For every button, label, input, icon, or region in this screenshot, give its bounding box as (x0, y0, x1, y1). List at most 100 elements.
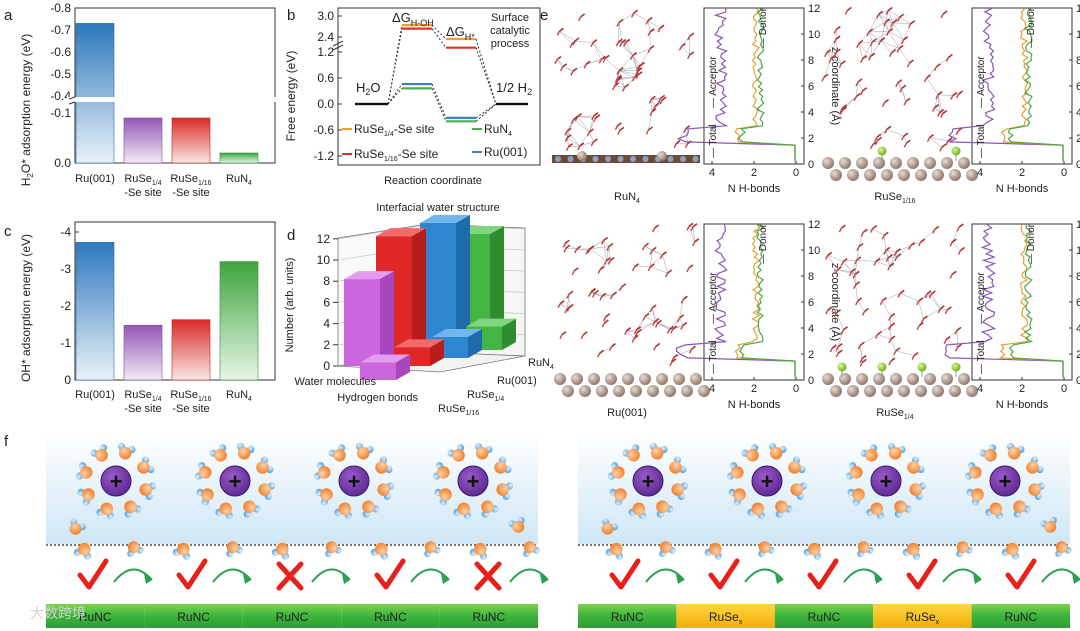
e-ru-atom (907, 373, 919, 385)
e-water-molecule (688, 348, 693, 354)
e-water-molecule (577, 145, 581, 151)
e-hbond-line (617, 125, 621, 131)
panel-d-hbond-bar-side (396, 354, 410, 380)
e-water-molecule (657, 319, 663, 325)
e-water-molecule (860, 58, 864, 63)
panel-d-labels: Water molecules Hydrogen bonds RuSe1/16RuS… (294, 357, 554, 417)
e-hbond-line (577, 115, 594, 117)
e-water-molecule (890, 312, 896, 318)
f-oxygen-atom (219, 502, 233, 516)
e-water-molecule (650, 95, 656, 100)
e-water-molecule (615, 79, 619, 85)
e-water-molecule (901, 84, 907, 89)
e-ru-atom (577, 151, 587, 161)
e-water-molecule (560, 66, 564, 72)
e-hbond-line (855, 284, 858, 302)
f-surface-label: RuNC (472, 610, 505, 624)
e-water-molecule (854, 270, 860, 275)
e-hbond-line (619, 70, 635, 78)
e-ru-atom (932, 169, 944, 181)
panel-c-ylabel: OH* adsorption energy (eV) (19, 234, 33, 382)
e-water-molecule (903, 100, 907, 106)
e-water-molecule (886, 31, 890, 36)
e-water-molecule (885, 18, 891, 23)
e-water-molecule (878, 10, 884, 16)
e-water-molecule (621, 283, 627, 288)
f-oxygen-atom (671, 483, 685, 496)
e-water-molecule (876, 133, 882, 138)
e-water-molecule (897, 16, 901, 22)
e-water-molecule (637, 328, 643, 334)
f-oxygen-atom (1055, 541, 1068, 554)
e-water-molecule (935, 94, 939, 100)
e-hbond-line (590, 292, 602, 297)
e-water-molecule (853, 284, 857, 290)
e-water-molecule (664, 272, 669, 278)
e-water-molecule (940, 113, 944, 118)
panel-c-xlabel-line2: -Se site (124, 403, 161, 415)
panel-c-tick-label: -4 (60, 225, 71, 239)
f-water-molecule (69, 518, 86, 535)
e-water-molecule (590, 289, 596, 294)
e-structure-label: RuSe1/4 (876, 407, 913, 421)
e-hbond-line (868, 31, 873, 43)
e-ytick-label: 8 (808, 55, 814, 67)
f-oxygen-atom (79, 466, 93, 479)
e-ru-atom (613, 385, 625, 397)
e-ru-atom (830, 385, 842, 397)
e-water-molecule (884, 128, 888, 134)
e-water-molecule (842, 106, 848, 111)
e-ru-atom (605, 373, 617, 385)
e-water-molecule (939, 305, 945, 310)
e-xtick-label: 2 (1019, 167, 1025, 179)
e-water-molecule (649, 307, 653, 313)
e-water-molecule (945, 57, 949, 62)
e-water-molecule (888, 360, 892, 366)
e-water-molecule (692, 223, 698, 228)
e-hbond-line (888, 31, 904, 40)
e-hbond-line (566, 131, 581, 147)
e-water-molecule (895, 82, 899, 88)
e-water-molecule (874, 136, 878, 142)
f-arrow-head (775, 574, 783, 584)
f-oxygen-atom (656, 500, 669, 514)
e-water-molecule (590, 141, 594, 147)
panel-a-axis-break (67, 97, 283, 102)
e-hbond-line (650, 266, 668, 274)
f-oxygen-atom (730, 466, 744, 479)
e-water-molecule (644, 242, 650, 247)
e-hbond-line (560, 303, 570, 308)
e-water-molecule (833, 312, 838, 318)
panel-a-tick-label: -0.1 (50, 106, 71, 120)
e-water-molecule (639, 61, 645, 67)
e-water-molecule (658, 98, 662, 103)
e-water-molecule (937, 91, 943, 96)
f-arrow-head (973, 574, 981, 584)
f-water-molecule (523, 541, 540, 558)
f-water-molecule (328, 444, 346, 462)
panel-a-ylabel: H2O* adsorption energy (eV) (19, 34, 35, 187)
e-water-molecule (942, 110, 948, 115)
e-hbond-line (626, 329, 637, 331)
e-water-molecule (951, 270, 957, 275)
e-hbond-line (886, 128, 904, 137)
f-surface-segment (578, 604, 677, 628)
e-water-molecule (833, 29, 837, 34)
e-water-molecule (894, 256, 898, 262)
e-xtick-label: 2 (751, 383, 757, 395)
e-water-molecule (926, 74, 932, 79)
e-water-molecule (603, 236, 609, 242)
f-oxygen-atom (356, 446, 370, 460)
panel-c-bars (75, 242, 259, 381)
e-hbond-line (931, 293, 941, 310)
e-water-molecule (682, 321, 688, 327)
e-water-molecule (649, 111, 653, 117)
f-surface-segment (873, 604, 972, 628)
f-arrow-head (441, 574, 449, 584)
panel-c-tick-label: -1 (60, 336, 71, 350)
e-hbond-line (592, 42, 606, 59)
e-water-molecule (625, 38, 631, 44)
panel-b-tick-label: 0.0 (317, 97, 334, 111)
e-ytick-label: 4 (808, 107, 814, 119)
